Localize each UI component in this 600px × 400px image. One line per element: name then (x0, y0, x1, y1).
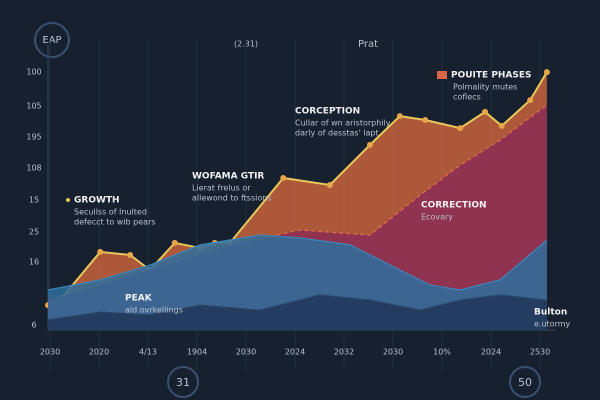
footer-left: 31 (176, 376, 190, 389)
point (97, 248, 104, 255)
point (366, 141, 373, 148)
annotation-title: WOFAMA GTIR (192, 172, 264, 182)
marker (66, 198, 70, 202)
annotation-title: CORRECTION (421, 201, 487, 211)
y-tick-label: 105 (26, 102, 41, 111)
x-tick-label: 2020 (89, 348, 109, 357)
x-tick-label: 2024 (481, 348, 501, 357)
point (482, 108, 489, 115)
point (457, 125, 464, 132)
x-tick-label: 2032 (334, 348, 354, 357)
annotation-text: Polmality mutes (453, 83, 517, 92)
annotation-title: CORCEPTION (295, 107, 360, 117)
area (48, 235, 547, 330)
point (543, 69, 550, 76)
x-tick-label: 1904 (187, 348, 207, 357)
point (326, 181, 333, 188)
footer-right: 50 (518, 376, 532, 389)
point (422, 117, 429, 123)
annotation-text: allewond to ftssions (192, 194, 271, 203)
y-tick-label: 100 (26, 68, 41, 77)
point (127, 251, 134, 258)
y-tick-label: 6 (31, 321, 36, 330)
annotation-title: POUITE PHASES (451, 71, 532, 81)
annotation-text: coflecs (453, 93, 481, 102)
header-right: Prat (358, 39, 378, 50)
point (527, 97, 534, 104)
point (396, 113, 403, 120)
point (280, 174, 287, 181)
line (47, 104, 548, 301)
y-tick-label: 15 (29, 196, 39, 205)
annotation-text: defecct to wib pears (74, 218, 156, 227)
annotation-text: e.utormy (534, 320, 571, 329)
badge (167, 366, 199, 398)
line (47, 294, 547, 321)
x-tick-label: 2030 (383, 348, 403, 357)
annotation-title: Bulton (534, 308, 567, 318)
x-tick-label: 10% (433, 348, 451, 357)
x-tick-label: 2030 (236, 348, 256, 357)
annotation-text: Ecovary (421, 213, 453, 222)
header-left: EAP (42, 35, 61, 46)
annotation-text: Lierat frelus or (192, 184, 251, 193)
annotation-text: darly of desstas' lapt (295, 129, 379, 138)
area (48, 295, 547, 330)
x-tick-label: 4/13 (139, 348, 157, 357)
annotation-title: PEAK (125, 294, 153, 304)
point (171, 239, 178, 246)
annotation-text: ald ovrkellings (125, 306, 183, 315)
x-tick-label: 2530 (530, 348, 550, 357)
line (47, 234, 548, 291)
y-tick-label: 195 (26, 133, 41, 142)
annotation-text: Secullss of Inulted (74, 208, 147, 217)
point (498, 122, 505, 129)
badge (509, 366, 541, 398)
legend-swatch (437, 71, 447, 79)
y-tick-label: 25 (29, 228, 39, 237)
annotation-title: GROWTH (74, 196, 120, 206)
x-tick-label: 2030 (40, 348, 60, 357)
y-tick-label: 16 (29, 258, 39, 267)
y-tick-label: 108 (26, 164, 41, 173)
annotation-text: Cullar of wn aristorphily (295, 119, 391, 128)
badge (34, 22, 70, 58)
x-tick-label: 2024 (285, 348, 305, 357)
